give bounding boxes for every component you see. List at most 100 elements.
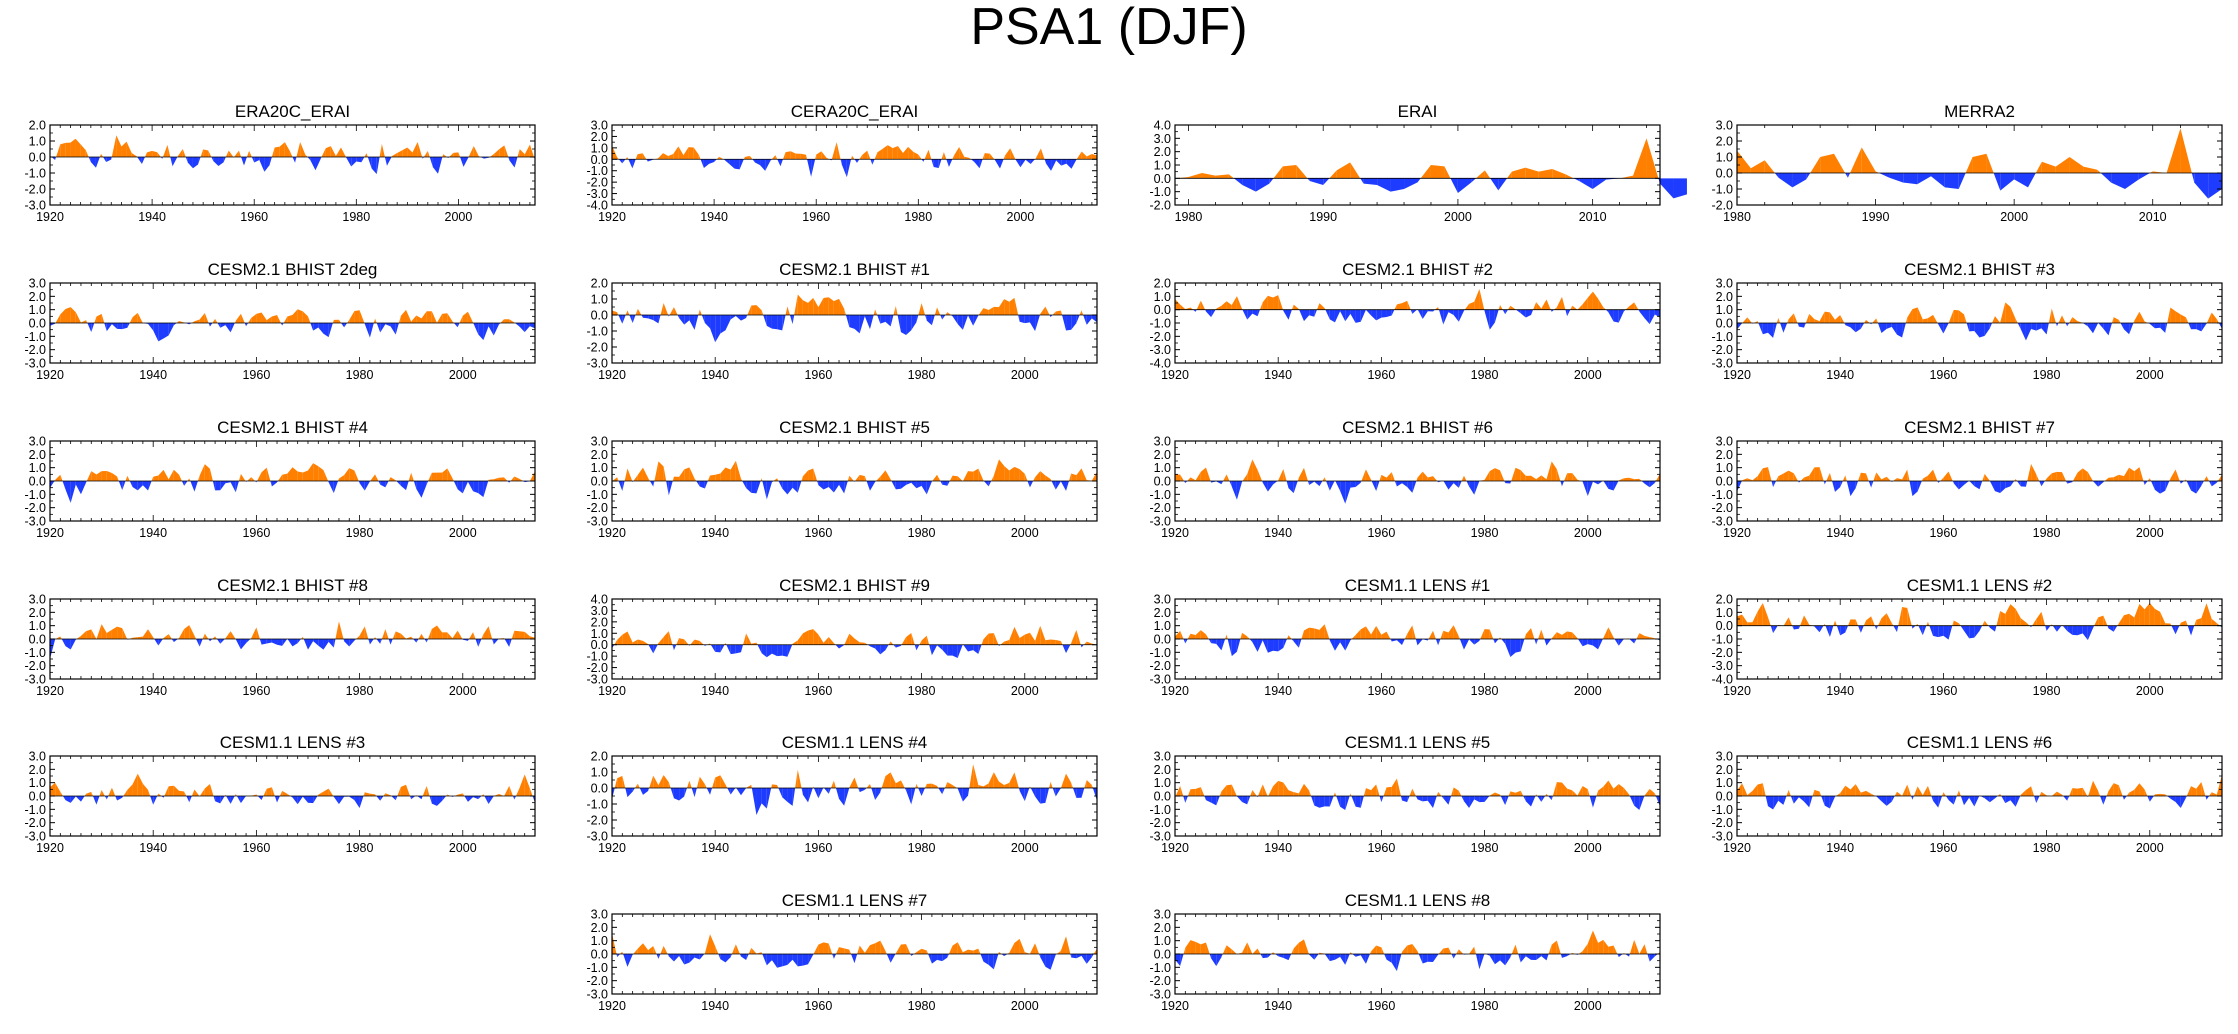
series-segment <box>127 323 130 328</box>
series-segment <box>1014 466 1020 481</box>
series-segment <box>478 639 482 647</box>
series-segment <box>153 323 159 342</box>
series-segment <box>625 310 628 315</box>
series-segment <box>1964 796 1970 806</box>
series-segment <box>1572 632 1578 639</box>
series-segment <box>200 149 204 157</box>
series-segment <box>1881 613 1887 626</box>
series-segment <box>181 481 185 486</box>
series-segment <box>1040 306 1046 315</box>
series-segment <box>1376 625 1382 639</box>
series-segment <box>1307 178 1310 181</box>
series-segment <box>426 786 430 796</box>
x-tick-label: 2000 <box>1011 684 1039 698</box>
series-segment <box>457 630 463 639</box>
series-segment <box>406 784 411 796</box>
series-segment <box>622 159 626 164</box>
y-tick-label: 3.0 <box>1154 132 1171 146</box>
series-segment <box>2072 625 2078 636</box>
x-tick-label: 1940 <box>1826 684 1854 698</box>
series-segment <box>792 315 795 325</box>
y-tick-label: 3.0 <box>29 593 46 607</box>
series-segment <box>1396 303 1403 310</box>
series-segment <box>1345 481 1351 504</box>
series-segment <box>235 313 241 323</box>
series-segment <box>226 796 231 804</box>
series-segment <box>1386 631 1391 639</box>
series-segment <box>1825 625 1830 637</box>
series-segment <box>1060 773 1067 788</box>
series-segment <box>746 315 748 319</box>
series-segment <box>1515 467 1521 481</box>
series-segment <box>1958 173 1966 189</box>
series-segment <box>1242 178 1256 192</box>
series-segment <box>2160 611 2166 626</box>
series-segment <box>1386 472 1392 481</box>
series-segment <box>318 323 324 334</box>
series-segment <box>1634 478 1640 481</box>
series-segment <box>1383 787 1387 796</box>
series-segment <box>1195 309 1197 312</box>
series-segment <box>1225 634 1227 639</box>
series-segment <box>709 159 715 164</box>
series-segment <box>261 796 264 800</box>
series-segment <box>1592 178 1607 189</box>
series-segment <box>1793 796 1799 804</box>
series-segment <box>1195 630 1201 639</box>
series-segment <box>835 644 840 649</box>
series-segment <box>2165 323 2168 333</box>
series-segment <box>873 309 876 315</box>
series-segment <box>1469 301 1475 310</box>
chart-panel: CESM2.1 BHIST #53.02.01.00.0-1.0-2.0-3.0… <box>586 418 1098 540</box>
series-segment <box>808 297 814 315</box>
series-segment <box>625 788 628 798</box>
series-segment <box>2191 625 2195 636</box>
series-segment <box>1458 309 1464 322</box>
series-segment <box>2126 792 2130 796</box>
series-segment <box>1386 786 1392 796</box>
series-segment <box>1319 303 1325 310</box>
series-segment <box>658 315 661 324</box>
series-segment <box>839 298 845 315</box>
series-segment <box>1309 627 1315 639</box>
series-segment <box>1083 641 1087 645</box>
y-tick-label: 0.0 <box>591 782 608 796</box>
series-segment <box>2058 315 2063 323</box>
series-segment <box>1371 625 1377 639</box>
x-tick-label: 1940 <box>1264 368 1292 382</box>
series-segment <box>1187 789 1191 796</box>
series-segment <box>1283 469 1287 481</box>
series-segment <box>1350 162 1361 179</box>
series-segment <box>297 309 303 323</box>
series-segment <box>261 639 267 645</box>
series-segment <box>101 471 107 481</box>
series-segment <box>421 311 427 323</box>
series-segment <box>622 631 628 645</box>
series-segment <box>284 142 290 157</box>
series-segment <box>973 644 979 654</box>
series-segment <box>933 159 939 168</box>
series-segment <box>1507 305 1511 310</box>
series-segment <box>488 479 494 481</box>
series-segment <box>924 149 929 160</box>
series-segment <box>988 772 994 788</box>
series-segment <box>230 631 236 639</box>
series-segment <box>65 307 71 323</box>
series-segment <box>818 481 824 490</box>
series-segment <box>364 323 370 338</box>
series-segment <box>2031 323 2037 331</box>
series-segment <box>1793 473 1799 481</box>
series-segment <box>807 159 812 177</box>
series-segment <box>383 793 386 796</box>
series-segment <box>1278 295 1283 310</box>
series-segment <box>1550 309 1552 312</box>
series-segment <box>157 793 159 796</box>
series-segment <box>1865 616 1872 626</box>
series-segment <box>1956 790 1959 796</box>
series-segment <box>914 644 917 651</box>
series-segment <box>1938 481 1941 483</box>
series-segment <box>351 157 357 167</box>
series-segment <box>859 788 865 793</box>
series-segment <box>862 150 868 160</box>
series-segment <box>462 793 465 796</box>
